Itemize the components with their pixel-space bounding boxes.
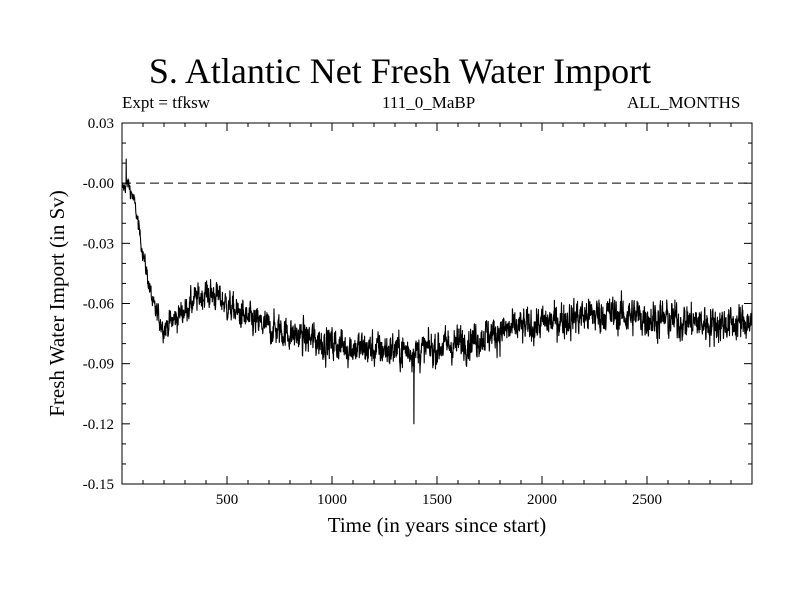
experiment-label: Expt = tfksw [122,93,210,112]
y-tick-label: -0.12 [83,417,114,433]
months-label: ALL_MONTHS [627,93,741,112]
x-tick-label: 2000 [527,492,557,508]
plot-frame [121,122,753,485]
y-tick-label: 0.03 [88,116,114,132]
y-tick-label: -0.06 [83,297,115,313]
y-axis-title: Fresh Water Import (in Sv) [45,190,69,417]
y-tick-label: -0.03 [83,236,114,252]
x-tick-label: 1000 [317,492,347,508]
x-tick-label: 500 [216,492,239,508]
y-tick-label: -0.15 [83,477,114,493]
chart-title: S. Atlantic Net Fresh Water Import [148,51,652,91]
series-line-fresh-water-import [121,158,753,425]
period-label: 111_0_MaBP [382,93,476,112]
x-tick-label: 1500 [422,492,452,508]
x-axis-title: Time (in years since start) [328,513,547,537]
y-tick-label: -0.00 [83,176,114,192]
x-tick-label: 2500 [632,492,662,508]
y-tick-label: -0.09 [83,357,114,373]
